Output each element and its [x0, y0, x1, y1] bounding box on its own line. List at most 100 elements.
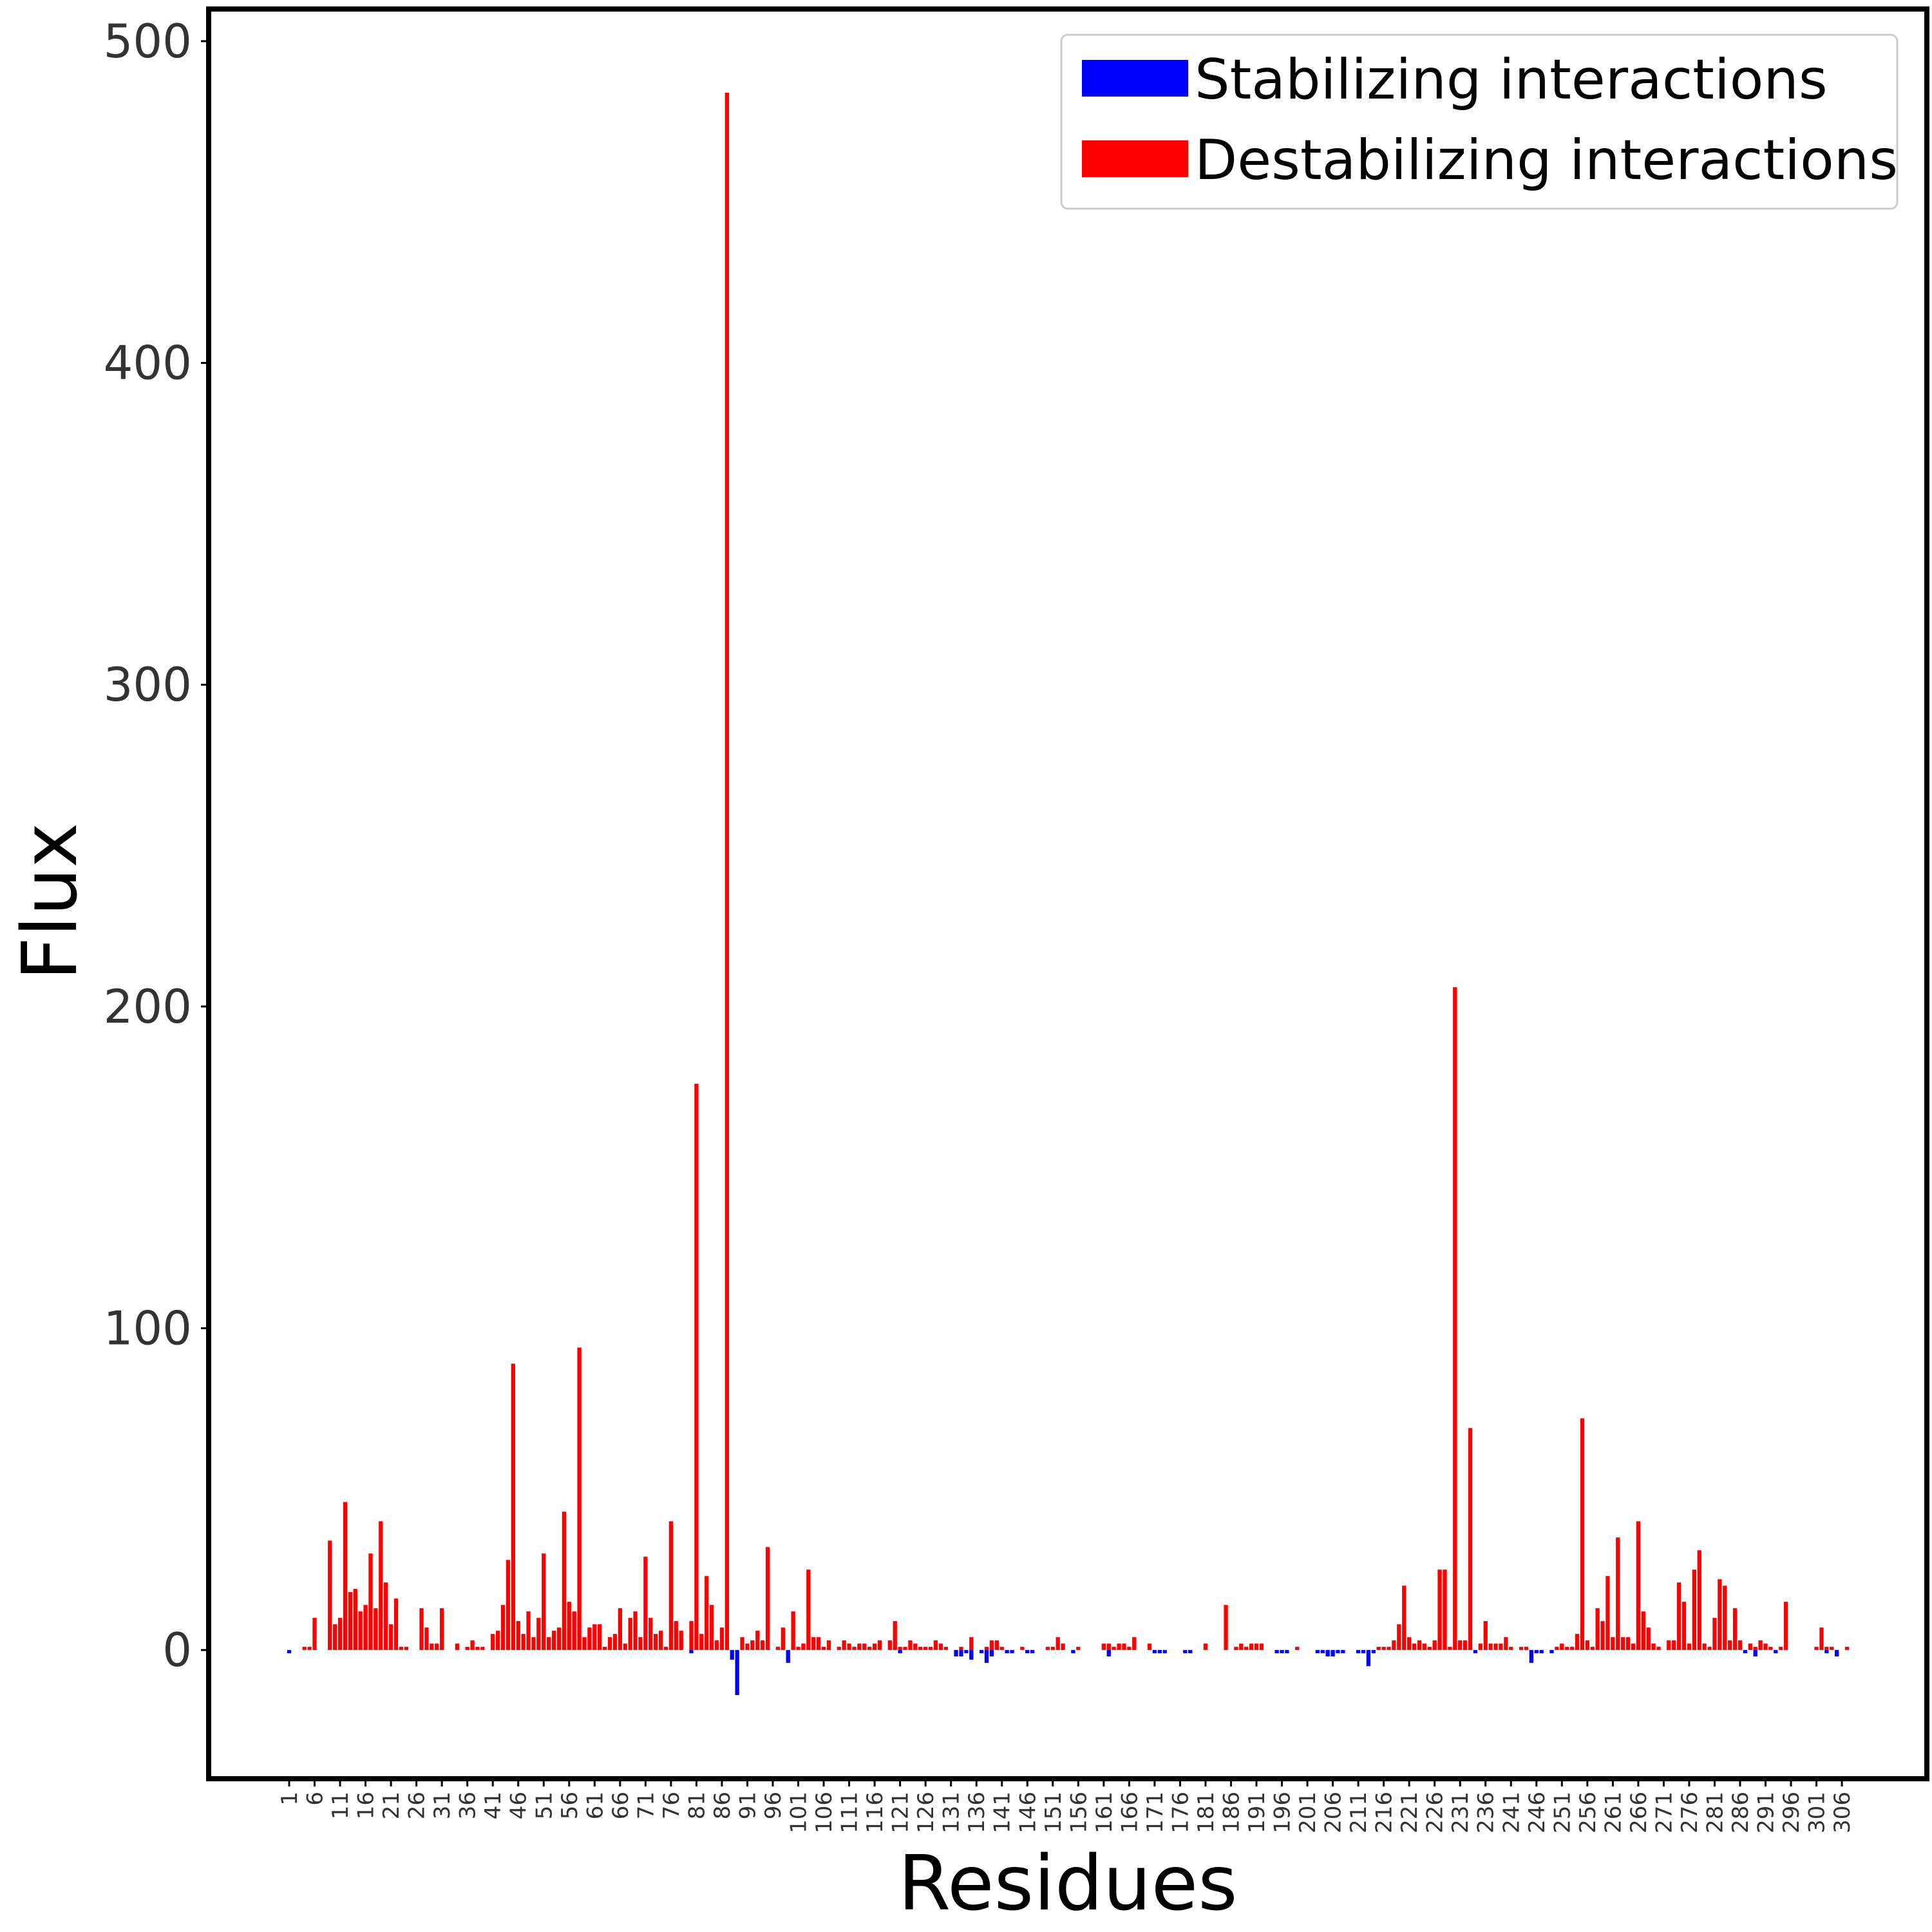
bar — [923, 1647, 928, 1651]
x-tick-label: 106 — [811, 1792, 837, 1833]
x-tick-label: 226 — [1423, 1792, 1448, 1833]
x-tick-label: 201 — [1295, 1792, 1321, 1833]
bar — [1631, 1643, 1636, 1651]
bar — [847, 1643, 851, 1651]
bar — [1254, 1643, 1259, 1651]
bar — [1844, 1647, 1850, 1651]
bar — [628, 1618, 632, 1651]
bar — [918, 1647, 923, 1651]
bar — [1504, 1637, 1508, 1651]
bar — [419, 1608, 424, 1651]
bar — [511, 1363, 515, 1651]
x-axis-ticks: 1 6 11 16 21 26 31 36 41 46 51 56 61 66 71 76 81 86 91 96 10… — [277, 1779, 1855, 1833]
bar — [1509, 1647, 1513, 1651]
x-tick-label: 81 — [684, 1792, 710, 1819]
bar — [765, 1547, 770, 1651]
bar — [1651, 1643, 1656, 1651]
x-tick-label: 66 — [608, 1792, 634, 1819]
bar — [867, 1647, 872, 1651]
bar — [724, 92, 730, 1651]
bar — [287, 1650, 292, 1654]
y-tick-label: 200 — [104, 980, 192, 1034]
bar — [547, 1637, 551, 1651]
bar — [1728, 1640, 1732, 1651]
x-axis-label: Residues — [898, 1839, 1237, 1927]
bar — [714, 1640, 719, 1651]
x-tick-label: 306 — [1830, 1792, 1855, 1833]
bar — [1157, 1650, 1162, 1654]
bar — [1590, 1647, 1595, 1651]
bar — [674, 1621, 678, 1651]
bar — [761, 1640, 765, 1651]
bar — [470, 1640, 475, 1651]
bar — [1835, 1650, 1839, 1657]
bar — [1539, 1650, 1544, 1654]
bar — [679, 1631, 683, 1651]
bar — [384, 1582, 388, 1651]
bar — [755, 1631, 760, 1651]
bar — [491, 1634, 495, 1651]
bar — [959, 1650, 963, 1657]
bar — [307, 1647, 312, 1651]
bar — [938, 1643, 943, 1651]
bar — [994, 1640, 999, 1651]
bar — [562, 1511, 567, 1651]
x-tick-label: 96 — [761, 1792, 786, 1819]
x-tick-label: 286 — [1728, 1792, 1754, 1833]
bar — [709, 1605, 714, 1651]
bar — [1341, 1650, 1345, 1654]
bar — [1641, 1611, 1645, 1651]
bar — [1020, 1647, 1025, 1651]
bar — [893, 1621, 897, 1651]
plot-area-frame — [206, 6, 1929, 1781]
bar — [750, 1640, 755, 1651]
bar — [1676, 1582, 1681, 1651]
bar — [898, 1647, 902, 1651]
y-tick-label: 500 — [104, 14, 192, 68]
bar — [312, 1618, 317, 1651]
bar — [1692, 1569, 1696, 1651]
bar — [1611, 1637, 1615, 1651]
bar — [989, 1640, 994, 1651]
bar — [740, 1637, 744, 1651]
bar — [689, 1650, 694, 1654]
x-tick-label: 266 — [1626, 1792, 1652, 1833]
bar — [577, 1347, 582, 1651]
bar — [337, 1618, 343, 1651]
bar — [837, 1647, 841, 1651]
x-tick-label: 1 — [277, 1792, 303, 1806]
x-tick-label: 101 — [786, 1792, 812, 1833]
x-tick-label: 276 — [1677, 1792, 1703, 1833]
x-tick-label: 91 — [735, 1792, 761, 1819]
bar — [1376, 1647, 1381, 1651]
bar — [821, 1647, 826, 1651]
x-tick-label: 191 — [1244, 1792, 1270, 1833]
x-tick-label: 241 — [1499, 1792, 1524, 1833]
bar — [618, 1608, 622, 1651]
bar — [379, 1521, 383, 1651]
bar — [1524, 1647, 1529, 1651]
bar — [1555, 1647, 1559, 1651]
bar — [612, 1634, 618, 1651]
bar — [1122, 1643, 1126, 1651]
bar — [1488, 1643, 1493, 1651]
bar — [1753, 1647, 1757, 1651]
bar — [1249, 1643, 1254, 1651]
bar — [1493, 1643, 1498, 1651]
bar — [801, 1643, 806, 1651]
x-tick-label: 26 — [404, 1792, 430, 1819]
bar — [435, 1643, 439, 1651]
x-tick-label: 156 — [1066, 1792, 1092, 1833]
x-tick-label: 121 — [888, 1792, 914, 1833]
x-tick-label: 161 — [1092, 1792, 1117, 1833]
x-tick-label: 251 — [1549, 1792, 1575, 1833]
bar — [1320, 1650, 1325, 1654]
bar — [556, 1627, 562, 1651]
bar — [969, 1650, 974, 1660]
x-tick-label: 236 — [1473, 1792, 1499, 1833]
bar — [745, 1643, 750, 1651]
bar — [1162, 1650, 1167, 1654]
bar — [1285, 1650, 1289, 1654]
bar — [374, 1608, 378, 1651]
